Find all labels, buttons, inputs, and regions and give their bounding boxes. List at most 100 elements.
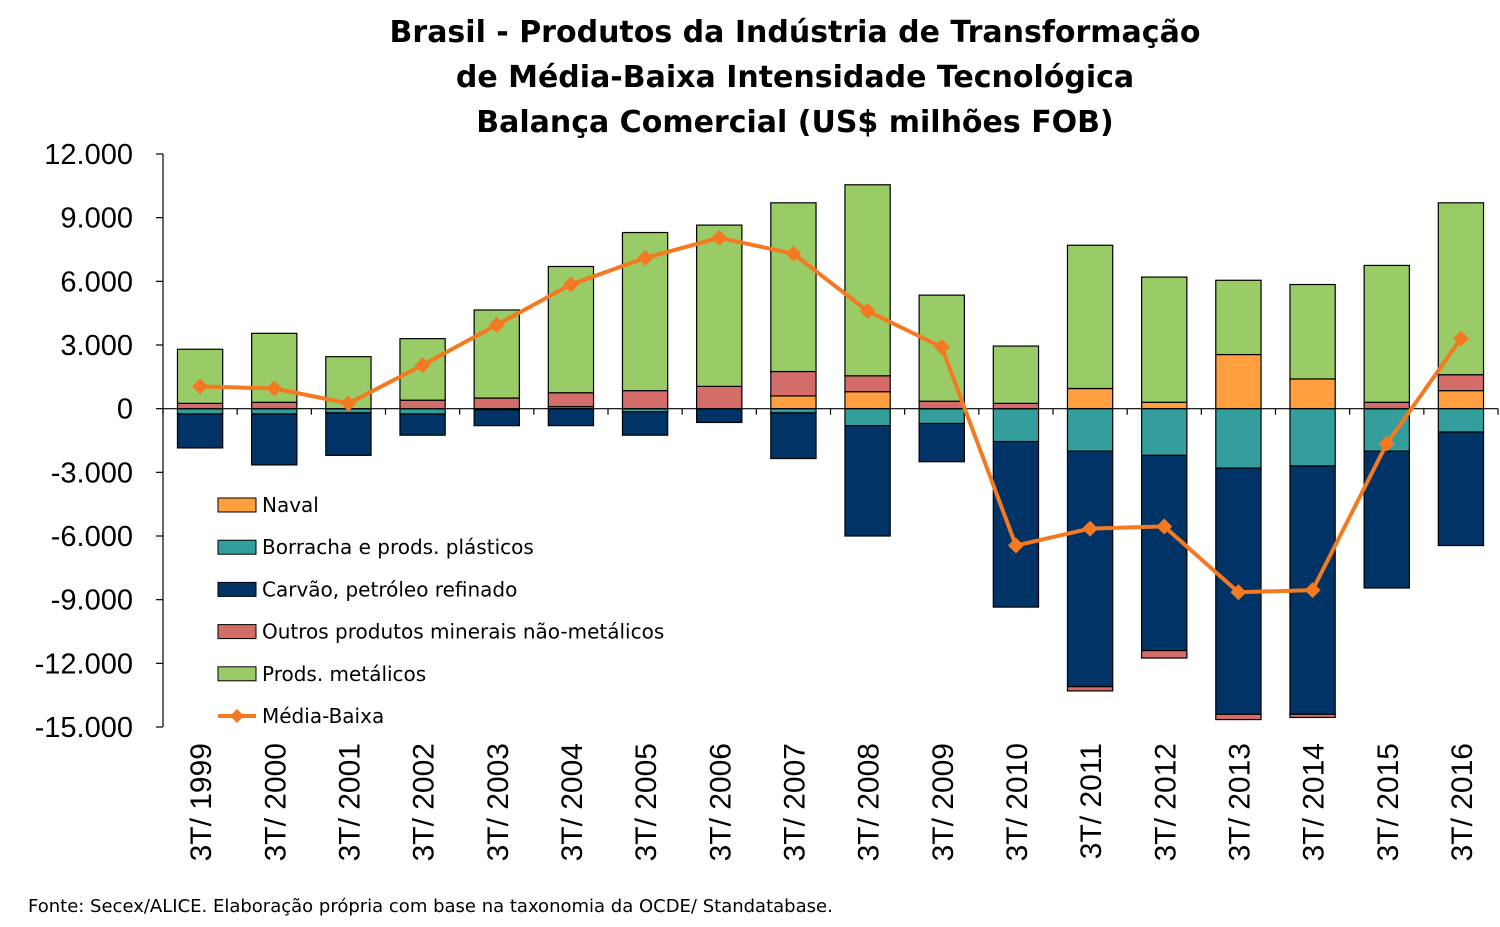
bar-segment: [918, 408, 965, 425]
x-tick-label: 3T/ 2009: [927, 743, 960, 861]
legend: Naval Borracha e prods. plásticos Carvão, …: [217, 493, 664, 728]
bar-segment: [547, 408, 595, 427]
bar-segment: [251, 401, 298, 410]
bar-segment: [1141, 408, 1188, 456]
media-baixa-point: [1007, 537, 1024, 554]
bar-segment: [1066, 387, 1114, 410]
bar-segment: [621, 390, 669, 410]
legend-label: Prods. metálicos: [262, 662, 426, 686]
x-tick-label: 3T/ 2007: [778, 743, 811, 861]
bar-segment: [1066, 450, 1114, 688]
media-baixa-point: [711, 229, 728, 246]
x-tick-label: 3T/ 2013: [1223, 743, 1256, 861]
y-tick-label: -15.000: [35, 712, 133, 744]
bar-segment: [176, 348, 224, 404]
bar-segment: [547, 392, 595, 408]
bar-segment: [918, 400, 965, 410]
x-tick-label: 3T/ 2001: [333, 743, 366, 861]
bar-segment: [399, 399, 446, 410]
chart-title-line-3: Balança Comercial (US$ milhões FOB): [476, 105, 1114, 140]
bar-segment: [1437, 431, 1485, 547]
x-tick-label: 3T/ 2015: [1372, 743, 1405, 861]
media-baixa-point: [414, 357, 431, 374]
media-baixa-point: [488, 316, 505, 333]
legend-swatch: [217, 497, 257, 513]
x-tick-label: 3T/ 2016: [1446, 743, 1479, 861]
bar-segment: [1437, 374, 1485, 392]
bar-segment: [770, 408, 817, 414]
bar-segment: [1437, 202, 1485, 376]
y-tick-label: 6.000: [60, 266, 133, 298]
bar-segment: [1066, 686, 1114, 692]
x-axis: 3T/ 1999 3T/ 2000 3T/ 2001 3T/ 2002 3T/ 2003…: [185, 743, 1479, 861]
media-baixa-point: [1452, 330, 1469, 347]
y-tick-label: 0: [117, 394, 133, 426]
y-tick-label: -12.000: [35, 648, 133, 680]
x-tick-label: 3T/ 2003: [482, 743, 515, 861]
bar-segment: [473, 397, 520, 410]
bar-segment: [1289, 408, 1336, 467]
bar-segment: [1363, 264, 1410, 403]
bar-segment: [770, 395, 817, 410]
x-tick-label: 3T/ 1999: [185, 743, 218, 861]
media-baixa-point: [192, 378, 209, 395]
chart-title-line-1: Brasil - Produtos da Indústria de Transf…: [390, 15, 1201, 50]
bar-segment: [992, 408, 1040, 443]
bar-segment: [844, 425, 891, 537]
legend-swatch: [217, 666, 257, 682]
zero-axis: [162, 408, 1499, 415]
x-tick-label: 3T/ 2000: [259, 743, 292, 861]
bar-segment: [176, 413, 224, 449]
bar-segment: [992, 440, 1040, 608]
bar-segment: [473, 409, 520, 427]
bar-segment: [325, 412, 372, 456]
bar-segment: [399, 413, 446, 436]
y-tick-label: -6.000: [51, 521, 133, 553]
media-baixa-point: [562, 276, 579, 293]
bar-segment: [251, 408, 298, 415]
legend-label: Média-Baixa: [262, 704, 384, 728]
chart-title-line-2: de Média-Baixa Intensidade Tecnológica: [456, 60, 1134, 95]
legend-swatch: [217, 624, 257, 640]
bar-segment: [176, 408, 224, 415]
bar-segment: [696, 224, 743, 387]
media-baixa-point: [1156, 518, 1173, 535]
bar-segment: [770, 370, 817, 397]
bar-segment: [1289, 378, 1336, 410]
bar-segment: [992, 402, 1040, 410]
x-tick-label: 3T/ 2010: [1001, 743, 1034, 861]
bar-segment: [399, 408, 446, 415]
y-axis: 12.000 9.000 6.000 3.000 0 -3.000 -6.000 -9.000…: [35, 139, 164, 744]
bar-segment: [1215, 353, 1262, 410]
y-tick-label: -9.000: [51, 585, 133, 617]
x-tick-label: 3T/ 2008: [853, 743, 886, 861]
bar-segment: [918, 422, 965, 463]
bar-segment: [1437, 408, 1485, 433]
bar-segment: [770, 412, 817, 460]
y-tick-label: 12.000: [44, 139, 133, 171]
x-tick-label: 3T/ 2011: [1075, 743, 1108, 859]
bar-segment: [1289, 283, 1336, 380]
x-tick-label: 3T/ 2004: [556, 743, 589, 861]
bar-segment: [1141, 649, 1188, 659]
media-baixa-point: [933, 339, 950, 356]
y-tick-label: 9.000: [60, 203, 133, 235]
bar-segment: [992, 345, 1040, 404]
bar-segment: [696, 408, 743, 424]
media-baixa-line-series: [192, 229, 1469, 601]
bar-segment: [1289, 713, 1336, 719]
bar-segment: [251, 413, 298, 466]
legend-swatch: [217, 581, 257, 597]
media-baixa-point: [785, 245, 802, 262]
x-tick-label: 3T/ 2005: [630, 743, 663, 861]
media-baixa-point: [1082, 520, 1099, 537]
media-baixa-point: [637, 249, 654, 266]
media-baixa-point: [1304, 582, 1321, 599]
media-baixa-point: [266, 380, 283, 397]
bar-segment: [1066, 244, 1114, 390]
bar-segment: [1215, 279, 1262, 356]
media-baixa-point: [1378, 435, 1395, 452]
bar-segment: [844, 375, 891, 393]
bar-segment: [696, 385, 743, 410]
